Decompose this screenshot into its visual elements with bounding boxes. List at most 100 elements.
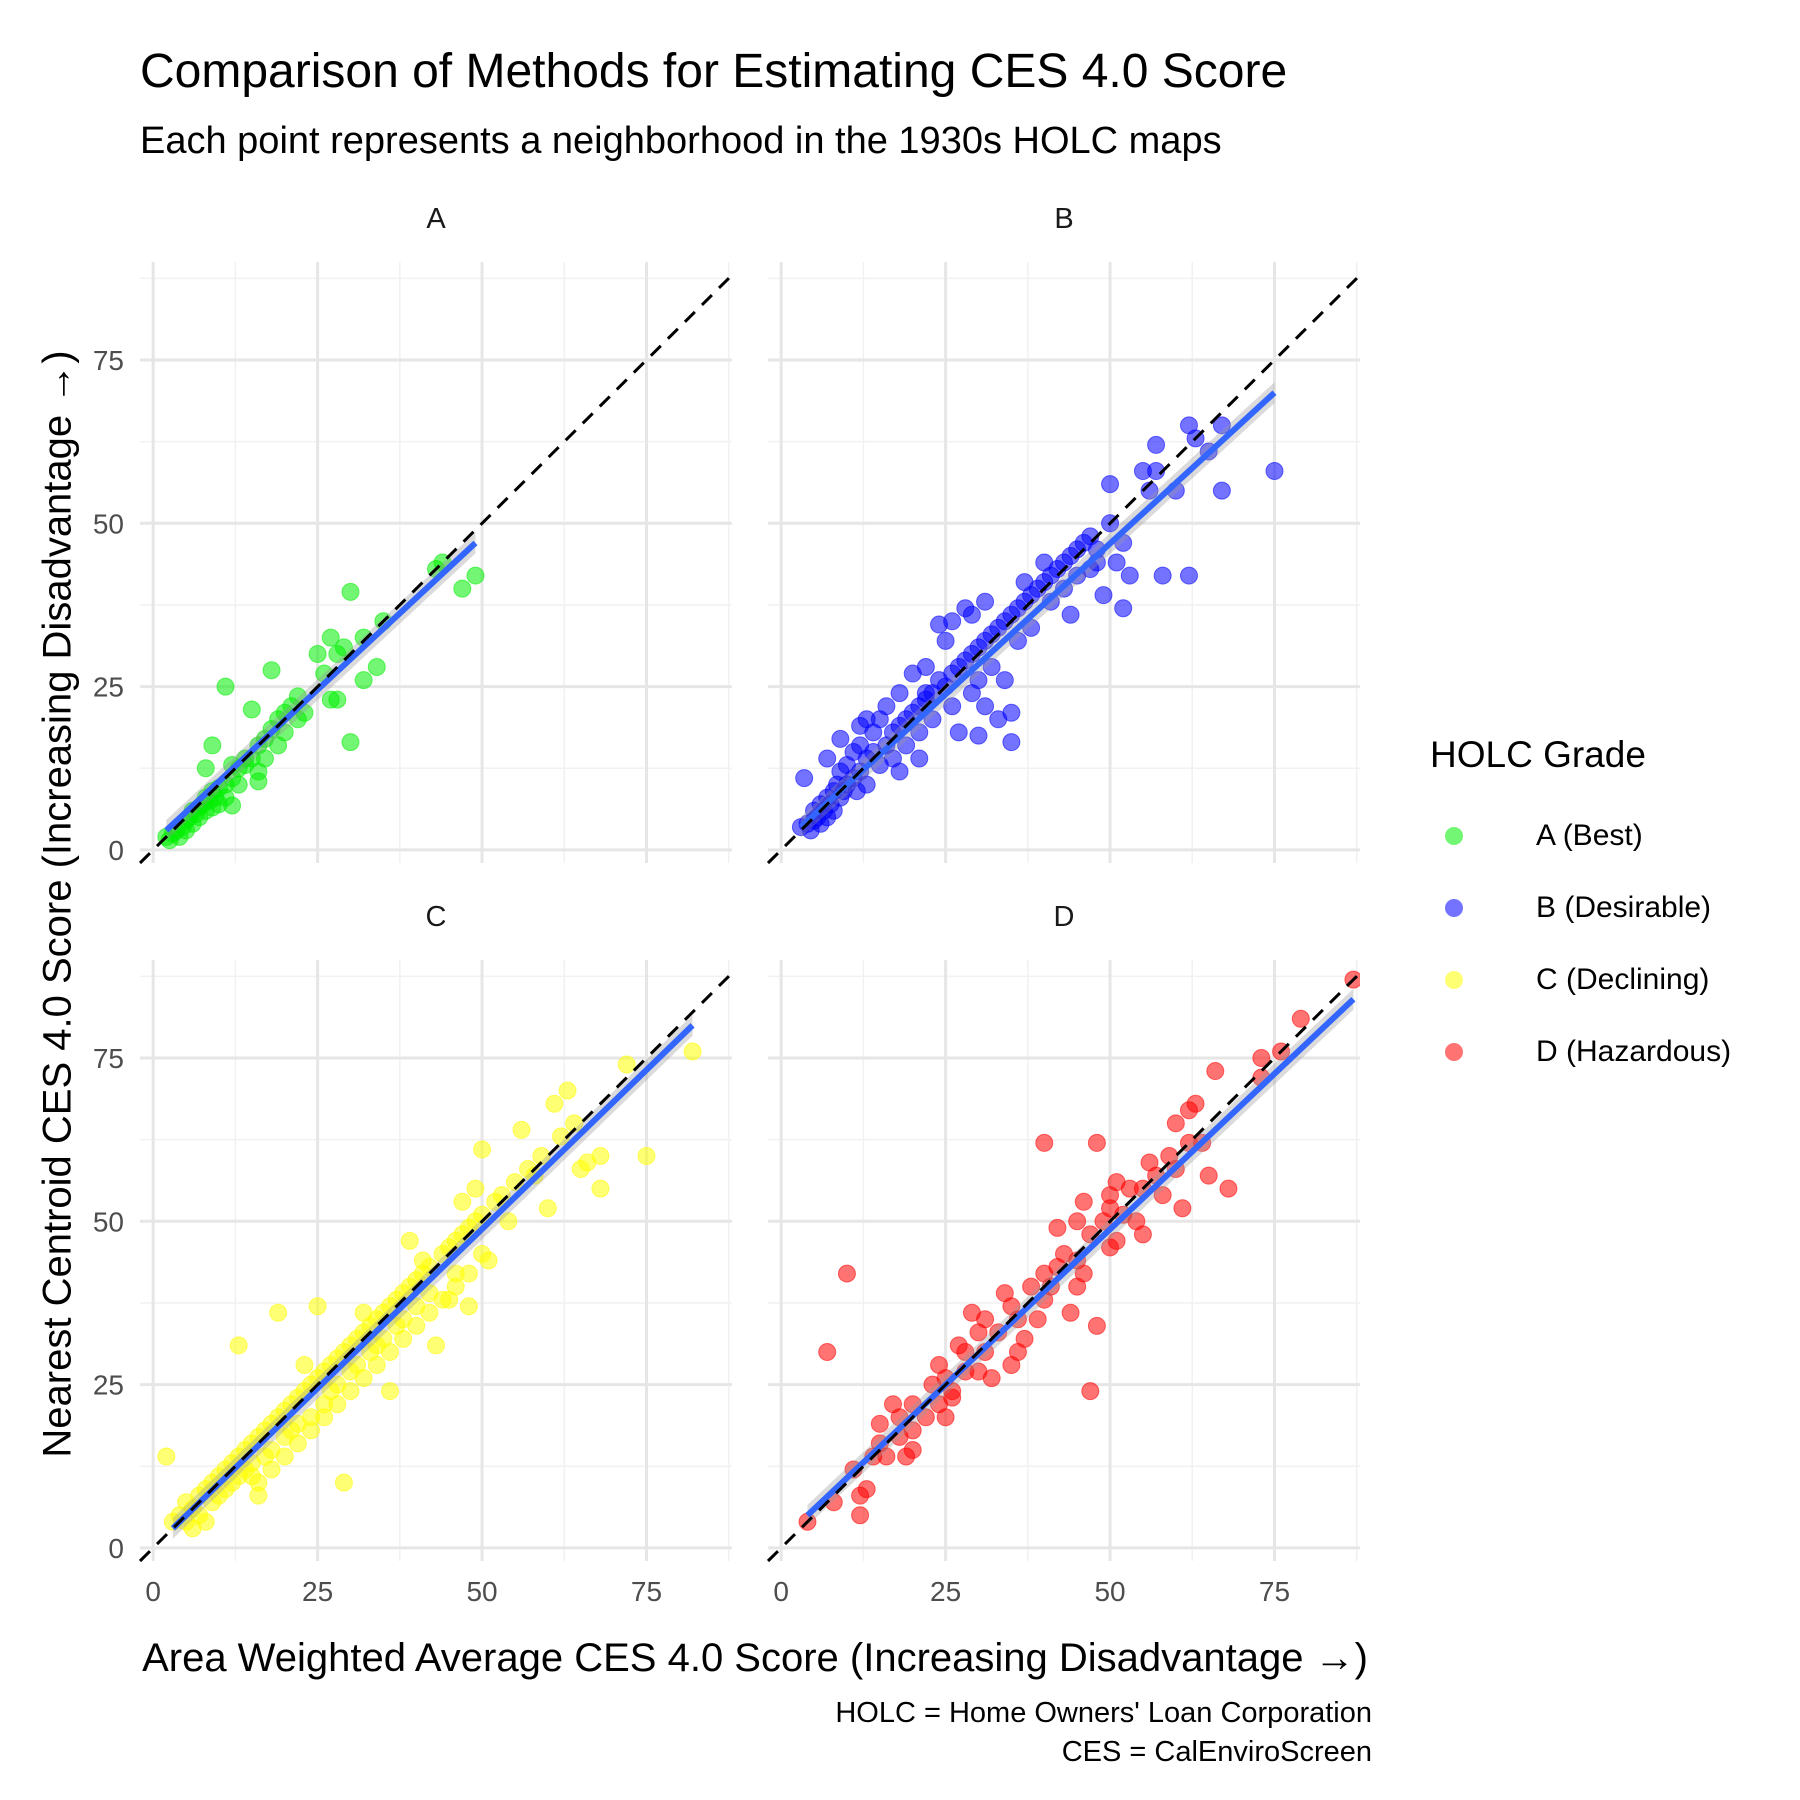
data-point <box>923 710 942 729</box>
data-point <box>943 1382 962 1401</box>
data-point <box>1061 1303 1080 1322</box>
data-point <box>943 612 962 631</box>
data-point <box>1153 566 1172 585</box>
y-tick-label: 75 <box>93 1043 124 1074</box>
data-point <box>354 671 373 690</box>
legend-swatch-c <box>1445 971 1463 989</box>
reference-line <box>766 274 1362 865</box>
data-point <box>223 796 242 815</box>
data-point <box>1087 1133 1106 1152</box>
data-point <box>328 1395 347 1414</box>
data-point <box>512 1120 531 1139</box>
data-point <box>897 736 916 755</box>
reference-line <box>138 274 734 865</box>
data-point <box>877 1447 896 1466</box>
data-point <box>216 677 235 696</box>
data-point <box>295 1356 314 1375</box>
facet-label-b: B <box>1054 203 1073 235</box>
data-point <box>196 759 215 778</box>
legend-swatch-d <box>1445 1043 1463 1061</box>
data-point <box>288 1434 307 1453</box>
y-tick-label: 50 <box>93 1206 124 1237</box>
data-point <box>1002 733 1021 752</box>
legend-item-c: C (Declining) <box>1430 944 1731 1016</box>
data-point <box>558 1081 577 1100</box>
data-point <box>1133 1225 1152 1244</box>
data-point <box>1028 1310 1047 1329</box>
data-point <box>1035 1133 1054 1152</box>
data-point <box>466 1179 485 1198</box>
legend-label-c: C (Declining) <box>1536 963 1710 996</box>
data-point <box>262 661 281 680</box>
data-point <box>466 566 485 585</box>
data-point <box>890 684 909 703</box>
reference-line <box>138 972 734 1563</box>
data-point <box>499 1212 518 1231</box>
data-point <box>229 775 248 794</box>
legend-item-a: A (Best) <box>1430 800 1731 872</box>
data-point <box>1206 1062 1225 1081</box>
data-point <box>1147 435 1166 454</box>
data-point <box>591 1179 610 1198</box>
legend-item-b: B (Desirable) <box>1430 872 1731 944</box>
data-point <box>400 1231 419 1250</box>
data-point <box>473 1140 492 1159</box>
facet-label-c: C <box>426 901 447 933</box>
data-point <box>837 1264 856 1283</box>
panel-d: D 0 25 50 75 <box>766 901 1362 1607</box>
data-point <box>1212 416 1231 435</box>
data-point <box>341 1382 360 1401</box>
caption-line-holc: HOLC = Home Owners' Loan Corporation <box>835 1697 1372 1729</box>
data-point <box>936 1408 955 1427</box>
data-point <box>910 749 929 768</box>
data-point <box>1074 1264 1093 1283</box>
data-point <box>851 1506 870 1525</box>
data-point <box>367 1356 386 1375</box>
legend: HOLC Grade A (Best) B (Desirable) C (Dec… <box>1430 734 1731 1088</box>
data-point <box>275 1447 294 1466</box>
data-point <box>943 697 962 716</box>
data-point <box>328 690 347 709</box>
x-tick-label: 25 <box>930 1576 961 1607</box>
data-point <box>1002 1356 1021 1375</box>
data-point <box>262 1460 281 1479</box>
data-point <box>683 1042 702 1061</box>
legend-swatch-b <box>1445 899 1463 917</box>
data-point <box>459 1264 478 1283</box>
data-point <box>910 723 929 742</box>
data-point <box>1101 1199 1120 1218</box>
data-point <box>427 1336 445 1355</box>
data-point <box>196 1512 215 1531</box>
data-point <box>949 723 968 742</box>
data-point <box>903 1421 922 1440</box>
data-point <box>1166 1114 1185 1133</box>
data-point <box>203 736 222 755</box>
data-point <box>1120 566 1139 585</box>
data-point <box>936 631 955 650</box>
legend-title: HOLC Grade <box>1430 734 1646 775</box>
data-point <box>916 658 935 677</box>
data-point <box>1022 1277 1041 1296</box>
data-point <box>453 579 472 598</box>
data-point <box>473 1244 492 1263</box>
legend-label-a: A (Best) <box>1536 819 1643 852</box>
data-point <box>446 1277 465 1296</box>
data-point <box>1101 475 1120 494</box>
data-point <box>433 1290 452 1309</box>
data-point <box>890 762 909 781</box>
data-point <box>157 1447 176 1466</box>
data-point <box>407 1316 426 1335</box>
data-point <box>1048 1218 1067 1237</box>
data-point <box>617 1055 636 1074</box>
data-point <box>1291 1009 1310 1028</box>
data-point <box>637 1146 656 1165</box>
data-point <box>969 1323 988 1342</box>
data-point <box>420 1303 439 1322</box>
reference-line <box>766 972 1362 1563</box>
x-tick-label: 0 <box>145 1576 161 1607</box>
data-point <box>857 1480 876 1499</box>
panel-a: A 0 25 50 75 <box>93 203 734 866</box>
x-tick-label: 75 <box>1259 1576 1290 1607</box>
x-tick-label: 25 <box>302 1576 333 1607</box>
x-tick-label: 50 <box>1094 1576 1125 1607</box>
